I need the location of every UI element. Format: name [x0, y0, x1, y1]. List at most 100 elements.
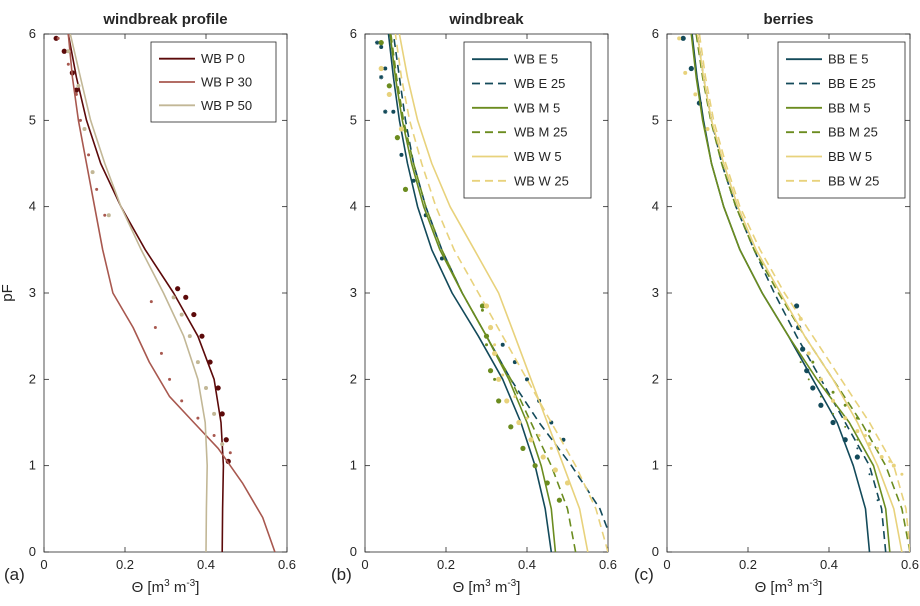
observation-point	[378, 40, 384, 46]
fitted-curve	[698, 34, 910, 552]
observation-point	[479, 303, 486, 309]
x-axis-label-part: Θ [m	[453, 579, 486, 596]
legend-label: BB E 5	[828, 52, 868, 67]
data-layer	[374, 34, 608, 552]
x-axis-label-superscript: -3	[507, 578, 516, 589]
observation-point	[879, 455, 884, 460]
x-axis-label: Θ [m3 m-3]	[132, 578, 200, 596]
chart-title: windbreak	[448, 11, 524, 28]
legend-entry: BB W 25	[786, 173, 879, 188]
legend-label: WB E 25	[514, 76, 565, 91]
observation-point	[159, 351, 163, 355]
legend-label: WB E 5	[514, 52, 558, 67]
observation-point	[680, 35, 686, 41]
y-tick-label: 1	[29, 458, 36, 473]
observation-point	[876, 499, 879, 502]
observation-point	[492, 350, 498, 357]
observation-point	[855, 429, 860, 434]
panel-letter: (b)	[331, 565, 352, 584]
observation-point	[171, 295, 176, 300]
legend-entry: BB M 25	[786, 125, 878, 140]
observation-point	[508, 424, 514, 430]
legend-label: WB M 5	[514, 100, 560, 115]
observation-point	[705, 126, 710, 131]
observation-point	[540, 454, 546, 460]
legend-entry: BB E 5	[786, 52, 868, 67]
observation-point	[683, 70, 688, 75]
legend-entry: WB W 25	[472, 173, 569, 188]
observation-point	[868, 429, 871, 433]
x-axis-label-superscript: 3	[787, 578, 793, 589]
x-axis-label-part: Θ [m	[755, 579, 788, 596]
x-axis-label-superscript: 3	[164, 578, 170, 589]
observation-point	[818, 377, 823, 382]
panel-letter: (a)	[4, 565, 25, 584]
observation-point	[168, 377, 172, 381]
observation-point	[220, 442, 225, 447]
observation-point	[525, 377, 529, 382]
y-tick-label: 4	[29, 199, 36, 214]
observation-point	[843, 416, 848, 421]
y-tick-label: 2	[652, 371, 659, 386]
fitted-curve	[69, 34, 208, 552]
x-tick-label: 0.6	[901, 557, 919, 572]
x-axis-label-superscript: 3	[485, 578, 491, 589]
observation-point	[87, 153, 91, 157]
x-axis-label-superscript: -3	[809, 578, 818, 589]
observation-point	[493, 377, 497, 381]
y-tick-label: 0	[29, 544, 36, 559]
observation-point	[537, 433, 541, 437]
observation-point	[876, 446, 880, 450]
observation-point	[496, 376, 502, 382]
y-tick-label: 0	[652, 544, 659, 559]
x-tick-label: 0.2	[739, 557, 757, 572]
data-layer	[53, 34, 276, 552]
observation-point	[504, 398, 510, 404]
observation-point	[528, 437, 534, 443]
observation-point	[195, 360, 200, 365]
observation-point	[379, 74, 384, 80]
legend-label: WB W 25	[514, 173, 569, 188]
observation-point	[493, 343, 497, 347]
observation-point	[204, 385, 208, 390]
fitted-curve	[398, 34, 589, 552]
observation-point	[66, 62, 70, 66]
observation-point	[228, 451, 232, 455]
observation-point	[386, 91, 392, 98]
observation-point	[832, 412, 835, 415]
legend: WB E 5 WB E 25 WB M 5 WB M 25 WB W 5 WB W 25	[463, 41, 592, 199]
observation-point	[78, 118, 82, 122]
legend-entry: WB M 25	[472, 125, 567, 140]
observation-point	[868, 473, 871, 476]
observation-point	[411, 178, 416, 183]
legend-entry: WB P 30	[159, 75, 252, 90]
observation-point	[900, 472, 904, 476]
legend-label: WB P 30	[201, 75, 252, 90]
chart-title: windbreak profile	[102, 11, 227, 28]
observation-point	[199, 333, 205, 339]
y-tick-label: 2	[350, 371, 357, 386]
observation-point	[854, 454, 860, 460]
observation-point	[549, 446, 553, 450]
observation-point	[386, 83, 392, 89]
observation-point	[191, 311, 197, 318]
series-wb-p-50	[66, 34, 225, 552]
observation-point	[525, 416, 529, 420]
y-tick-label: 6	[652, 26, 659, 41]
observation-point	[103, 213, 107, 217]
observation-point	[66, 49, 71, 54]
legend-label: BB M 5	[828, 100, 871, 115]
observation-point	[56, 36, 60, 40]
x-axis-label: Θ [m3 m-3]	[755, 578, 823, 596]
observation-point	[844, 425, 847, 428]
observation-point	[843, 403, 847, 407]
x-axis-label-part: Θ [m	[132, 579, 165, 596]
observation-point	[520, 445, 526, 451]
panel-letter: (c)	[634, 565, 654, 584]
observation-point	[513, 395, 517, 399]
observation-point	[61, 48, 67, 54]
observation-point	[891, 463, 896, 468]
series-wb-p-30	[56, 34, 276, 552]
